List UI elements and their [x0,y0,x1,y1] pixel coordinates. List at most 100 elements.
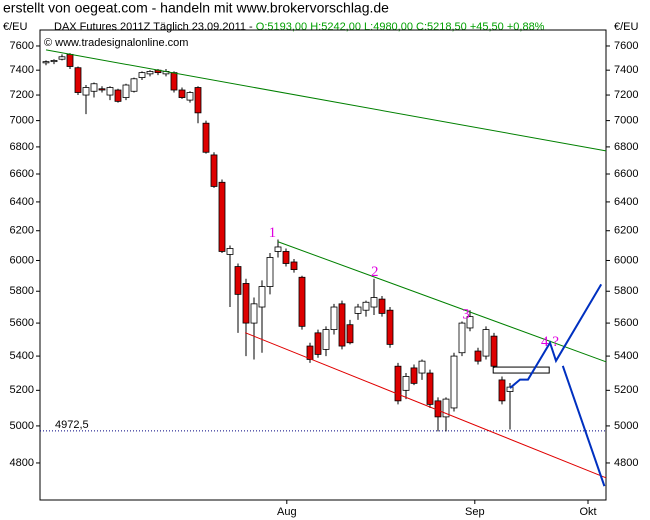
candle-body [58,56,66,60]
candle-body [194,87,202,114]
candle-body [250,303,258,324]
level-label: 4972,5 [55,419,89,431]
y-unit-left: €/EU [3,21,28,33]
candle-body [282,251,290,264]
trend-line [245,332,607,479]
y-tick-label-right: 5000 [614,420,638,432]
y-tick-label: 6600 [10,168,34,180]
x-tick-label: Sep [465,506,485,518]
zone [492,366,550,374]
candle-body [354,306,362,314]
trend-line [277,241,607,363]
candle-body [426,372,434,405]
candle-body [314,332,322,355]
candle-body [66,53,74,67]
candle-body [130,78,138,92]
y-tick-label-right: 6400 [614,196,638,208]
y-tick-label: 7600 [10,40,34,52]
y-tick-label: 7200 [10,89,34,101]
y-tick-label: 5600 [10,317,34,329]
candle-body [386,309,394,345]
y-tick-label-right: 5600 [614,317,638,329]
candle-body [338,303,346,347]
y-tick-label: 6000 [10,254,34,266]
candle-body [378,298,386,314]
y-tick-label: 5400 [10,350,34,362]
x-tick-label: Okt [579,506,596,518]
trend-line [45,49,607,152]
candle-body [290,261,298,270]
y-tick-label: 6200 [10,225,34,237]
trend-line [509,283,603,389]
chart-title: erstellt von oegeat.com - handeln mit ww… [3,0,389,16]
candle-body [466,316,474,329]
candle-body [138,72,146,78]
y-tick-label: 4800 [10,457,34,469]
candle-body [442,398,450,418]
y-tick-label-right: 6600 [614,168,638,180]
candle-body [330,306,338,330]
candle-body [122,84,130,98]
candle-body [306,345,314,360]
annotation: 3 [462,306,470,322]
candle-body [490,335,498,367]
y-unit-right: €/EU [614,21,639,33]
y-tick-label-right: 5200 [614,384,638,396]
candle-body [210,154,218,187]
subtitle: DAX Futures 2011Z Täglich 23.09.2011 - [54,21,256,33]
x-tick-label: Aug [277,506,297,518]
candle-body [474,350,482,362]
candle-body [170,72,178,91]
y-tick-label-right: 7400 [614,64,638,76]
candle-body [298,276,306,327]
y-tick-label-right: 7000 [614,115,638,127]
y-tick-label-right: 5800 [614,285,638,297]
annotation: 2 [371,264,379,280]
y-tick-label: 5800 [10,285,34,297]
y-tick-label-right: 6200 [614,225,638,237]
candle-body [394,365,402,402]
y-tick-label: 5000 [10,420,34,432]
y-tick-label: 7400 [10,64,34,76]
y-tick-label-right: 7200 [614,89,638,101]
candle-body [50,60,58,63]
candle-body [482,329,490,357]
candle-body [218,181,226,252]
candle-body [202,122,210,153]
y-tick-label: 5200 [10,384,34,396]
candle-body [274,246,282,252]
y-tick-label: 7000 [10,115,34,127]
candle-body [114,89,122,102]
candle-body [98,88,106,91]
y-tick-label-right: 6800 [614,141,638,153]
candle-body [226,248,234,255]
candle-body [106,87,114,96]
candle-body [322,329,330,350]
quote: O:5193,00 H:5242,00 L:4980,00 C:5218,50 … [256,21,545,33]
annotation: 4 ? [541,334,559,350]
candle-body [242,283,250,324]
y-tick-label-right: 5400 [614,350,638,362]
candle-body [370,297,378,308]
candle-body [410,367,418,384]
candle-body [346,324,354,344]
candle-body [258,286,266,308]
copyright: © www.tradesignalonline.com [44,37,188,49]
y-tick-label-right: 4800 [614,457,638,469]
candle-body [82,87,90,96]
candle-body [418,360,426,374]
candle-body [266,257,274,287]
y-tick-label: 6800 [10,141,34,153]
candle-body [362,301,370,311]
candle-body [450,355,458,409]
candle-body [146,71,154,75]
candle-body [90,83,98,92]
trend-line [561,365,606,487]
candle-body [458,322,466,354]
plot-frame [39,29,607,501]
candle-body [74,67,82,93]
candle-body [186,92,194,101]
candle-body [402,376,410,391]
